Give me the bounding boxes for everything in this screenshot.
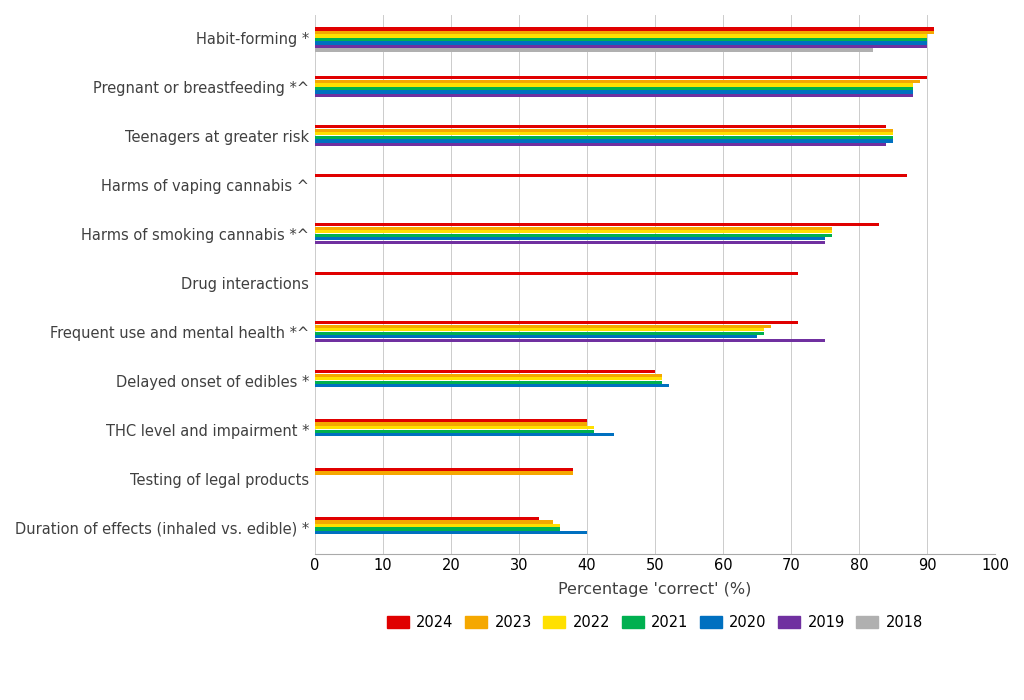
Bar	[314, 517, 540, 520]
Bar	[314, 520, 553, 524]
Legend: 2024, 2023, 2022, 2021, 2020, 2019, 2018: 2024, 2023, 2022, 2021, 2020, 2019, 2018	[381, 609, 929, 636]
Bar	[314, 90, 913, 94]
Bar	[314, 94, 913, 97]
Bar	[314, 129, 893, 132]
Bar	[314, 272, 798, 275]
Bar	[314, 423, 587, 426]
Bar	[314, 223, 880, 226]
X-axis label: Percentage 'correct' (%): Percentage 'correct' (%)	[558, 582, 752, 596]
Bar	[314, 80, 921, 83]
Bar	[314, 328, 764, 331]
Bar	[314, 237, 825, 240]
Bar	[314, 139, 893, 143]
Bar	[314, 384, 669, 387]
Bar	[314, 227, 831, 230]
Bar	[314, 27, 934, 31]
Bar	[314, 321, 798, 324]
Bar	[314, 34, 927, 38]
Bar	[314, 430, 594, 433]
Bar	[314, 527, 560, 531]
Bar	[314, 377, 662, 380]
Bar	[314, 471, 573, 475]
Bar	[314, 468, 573, 471]
Bar	[314, 332, 764, 335]
Bar	[314, 31, 934, 34]
Bar	[314, 41, 927, 45]
Bar	[314, 433, 614, 436]
Bar	[314, 339, 825, 342]
Bar	[314, 531, 587, 534]
Bar	[314, 174, 906, 177]
Bar	[314, 136, 893, 139]
Bar	[314, 45, 927, 48]
Bar	[314, 419, 587, 422]
Bar	[314, 370, 655, 373]
Bar	[314, 234, 831, 237]
Bar	[314, 524, 560, 527]
Bar	[314, 38, 927, 41]
Bar	[314, 335, 757, 338]
Bar	[314, 125, 886, 129]
Bar	[314, 426, 594, 429]
Bar	[314, 374, 662, 377]
Bar	[314, 143, 886, 146]
Bar	[314, 132, 893, 136]
Bar	[314, 381, 662, 384]
Bar	[314, 76, 927, 80]
Bar	[314, 325, 770, 328]
Bar	[314, 48, 872, 52]
Bar	[314, 230, 831, 233]
Bar	[314, 83, 913, 87]
Bar	[314, 241, 825, 244]
Bar	[314, 87, 913, 90]
